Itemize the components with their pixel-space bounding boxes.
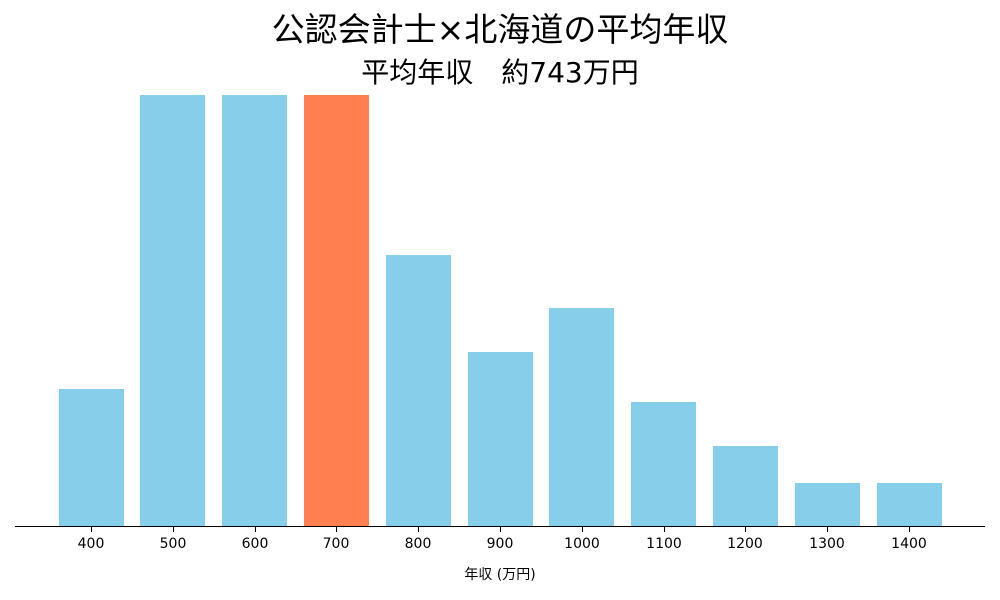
x-tick	[827, 527, 828, 532]
x-tick	[336, 527, 337, 532]
x-tick-label: 1400	[891, 536, 927, 552]
bar-1300	[794, 483, 860, 527]
bar-500	[140, 95, 206, 527]
x-tick-label: 1100	[646, 536, 682, 552]
x-axis-line	[15, 526, 985, 527]
x-tick-label: 500	[159, 536, 187, 552]
chart-title: 公認会計士×北海道の平均年収	[271, 10, 729, 49]
x-tick	[255, 527, 256, 532]
x-tick	[91, 527, 92, 532]
x-tick	[500, 527, 501, 532]
x-tick-label: 400	[77, 536, 105, 552]
bar-1400	[876, 483, 942, 527]
x-tick	[418, 527, 419, 532]
x-tick	[909, 527, 910, 532]
x-axis-label: 年収 (万円)	[464, 567, 536, 583]
bar-900	[467, 352, 533, 527]
x-tick-label: 1300	[809, 536, 845, 552]
bar-600	[222, 95, 288, 527]
bar-800	[385, 255, 451, 527]
x-tick-label: 900	[486, 536, 514, 552]
bar-1100	[631, 402, 697, 527]
plot-area	[15, 95, 985, 527]
x-tick-label: 1000	[564, 536, 600, 552]
bar-400	[58, 389, 124, 527]
x-tick-label: 1200	[727, 536, 763, 552]
x-tick-label: 700	[322, 536, 350, 552]
x-tick	[173, 527, 174, 532]
bar-1200	[712, 446, 778, 527]
bar-1000	[549, 308, 615, 527]
x-tick	[582, 527, 583, 532]
x-tick	[745, 527, 746, 532]
x-tick-label: 600	[241, 536, 269, 552]
x-tick-label: 800	[404, 536, 432, 552]
bar-700	[303, 95, 369, 527]
chart-subtitle: 平均年収 約743万円	[361, 56, 639, 89]
x-tick	[664, 527, 665, 532]
